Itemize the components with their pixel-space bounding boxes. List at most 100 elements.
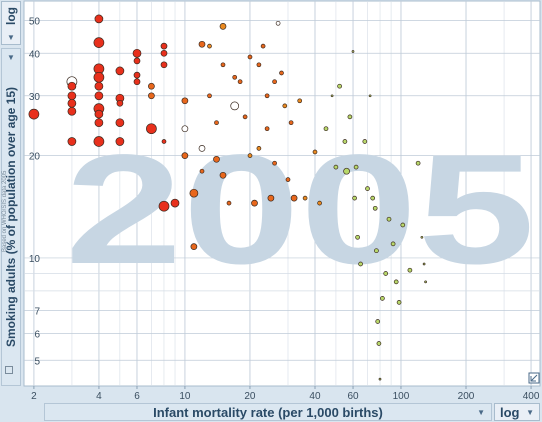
country-bubble: [207, 93, 212, 99]
country-bubble: [160, 49, 168, 57]
country-bubble: [343, 167, 350, 175]
country-bubble: [337, 83, 342, 89]
country-bubble: [133, 71, 141, 79]
country-bubble: [181, 152, 189, 159]
country-bubble: [247, 153, 253, 158]
country-bubble: [230, 101, 240, 111]
country-bubble: [213, 155, 220, 163]
country-bubble: [415, 160, 421, 166]
country-bubble: [353, 164, 359, 170]
y-tick-label: 30: [29, 92, 41, 103]
country-bubble: [352, 195, 357, 201]
country-bubble: [282, 103, 288, 109]
country-bubble: [237, 79, 243, 85]
data-points: [28, 14, 427, 381]
country-bubble: [148, 92, 155, 100]
country-bubble: [226, 200, 232, 206]
country-bubble: [161, 139, 167, 144]
country-bubble: [115, 137, 125, 146]
x-axis-label: Infant mortality rate (per 1,000 births): [153, 405, 383, 420]
country-bubble: [407, 267, 413, 273]
country-bubble: [279, 70, 284, 76]
country-bubble: [264, 126, 270, 132]
country-bubble: [362, 139, 368, 144]
country-bubble: [347, 114, 353, 120]
year-watermark: 2005: [65, 123, 535, 297]
country-bubble: [93, 37, 105, 48]
country-bubble: [207, 43, 212, 49]
country-bubble: [94, 118, 104, 128]
country-bubble: [219, 23, 227, 30]
country-bubble: [94, 109, 104, 119]
source-note: Based on WHO/SIS data 2005: [2, 171, 16, 378]
country-bubble: [198, 145, 206, 152]
country-bubble: [67, 91, 77, 101]
country-bubble: [67, 137, 77, 146]
x-tick-label: 200: [458, 391, 475, 402]
country-bubble: [317, 200, 322, 206]
country-bubble: [181, 97, 189, 105]
y-tick-label: 50: [29, 16, 41, 27]
country-bubble: [351, 50, 355, 53]
country-bubble: [290, 194, 298, 202]
country-bubble: [160, 42, 168, 50]
country-bubble: [160, 61, 168, 69]
x-tick-label: 10: [179, 391, 191, 402]
country-bubble: [272, 160, 277, 166]
y-indicator-dropdown-arrow-icon: ▼: [7, 53, 15, 62]
country-bubble: [272, 79, 277, 85]
country-bubble: [368, 94, 372, 98]
country-bubble: [181, 125, 189, 133]
country-bubble: [251, 199, 258, 207]
country-bubble: [242, 114, 248, 120]
country-bubble: [372, 205, 378, 211]
country-bubble: [132, 48, 142, 58]
country-bubble: [375, 319, 381, 324]
y-scale-selector[interactable]: log ▼: [1, 1, 21, 45]
country-bubble: [396, 300, 402, 305]
country-bubble: [370, 195, 376, 201]
country-bubble: [190, 243, 198, 250]
y-scale-dropdown-arrow-icon: ▼: [7, 33, 15, 42]
country-bubble: [220, 62, 226, 68]
country-bubble: [420, 235, 424, 239]
y-tick-label: 10: [29, 254, 41, 265]
x-tick-label: 6: [134, 391, 140, 402]
country-bubble: [67, 81, 77, 91]
x-scale-label: log: [500, 405, 520, 420]
country-bubble: [267, 194, 275, 202]
country-bubble: [146, 123, 157, 135]
x-tick-label: 4: [96, 391, 102, 402]
country-bubble: [393, 279, 399, 285]
country-bubble: [219, 171, 227, 179]
x-scale-selector[interactable]: log ▼: [494, 403, 540, 421]
country-bubble: [67, 98, 77, 108]
x-tick-label: 2: [31, 391, 37, 402]
x-axis-indicator-selector[interactable]: Infant mortality rate (per 1,000 births)…: [44, 403, 492, 421]
country-bubble: [380, 296, 385, 301]
country-bubble: [400, 222, 406, 228]
source-info-icon[interactable]: [5, 366, 13, 374]
country-bubble: [264, 93, 270, 99]
x-tick-label: 400: [523, 391, 540, 402]
country-bubble: [342, 139, 348, 144]
country-bubble: [94, 91, 104, 101]
y-tick-label: 20: [29, 152, 41, 163]
country-bubble: [170, 198, 180, 208]
country-bubble: [256, 146, 262, 151]
country-bubble: [374, 248, 379, 254]
country-bubble: [115, 66, 125, 76]
country-bubble: [376, 341, 382, 346]
country-bubble: [256, 62, 262, 68]
country-bubble: [115, 118, 125, 128]
country-bubble: [133, 78, 141, 86]
country-bubble: [93, 136, 105, 147]
y-axis-indicator-selector[interactable]: ▼ Smoking adults (% of population over a…: [1, 48, 21, 386]
country-bubble: [232, 74, 238, 80]
x-tick-label: 20: [244, 391, 256, 402]
country-bubble: [189, 188, 199, 198]
x-tick-label: 60: [347, 391, 359, 402]
country-bubble: [275, 20, 281, 26]
country-bubble: [67, 106, 77, 116]
